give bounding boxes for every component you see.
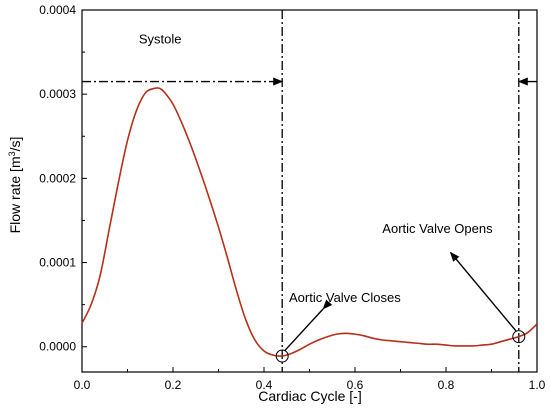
x-tick-label: 1.0	[529, 378, 546, 392]
aortic-valve-closes-arrow	[283, 299, 333, 352]
valve-event-marker	[512, 330, 526, 344]
aortic-valve-opens-arrow	[449, 251, 518, 333]
plot-frame	[81, 9, 538, 373]
aortic-valve-opens-label: Aortic Valve Opens	[382, 221, 493, 236]
x-tick-label: 0.4	[256, 378, 273, 392]
plot-area: 0.0 0.2 0.4 0.6 0.8 1.0 0.0000 0.0001 0.0002 0.00…	[39, 3, 545, 392]
y-axis-label: Flow rate [m3/s]	[7, 137, 23, 234]
valve-event-marker	[275, 349, 289, 363]
systole-label: Systole	[139, 32, 182, 47]
x-tick-label: 0.6	[347, 378, 364, 392]
flow-rate-line	[81, 87, 538, 357]
x-tick-label: 0.0	[74, 378, 91, 392]
x-tick-label: 0.8	[438, 378, 455, 392]
y-tick-label: 0.0000	[39, 340, 76, 354]
x-tick-label: 0.2	[165, 378, 182, 392]
y-tick-label: 0.0001	[39, 256, 76, 270]
aortic-valve-closes-label: Aortic Valve Closes	[289, 290, 401, 305]
y-tick-label: 0.0004	[39, 3, 76, 17]
y-tick-label: 0.0003	[39, 87, 76, 101]
y-tick-label: 0.0002	[39, 171, 76, 185]
x-axis-label: Cardiac Cycle [-]	[258, 388, 361, 404]
